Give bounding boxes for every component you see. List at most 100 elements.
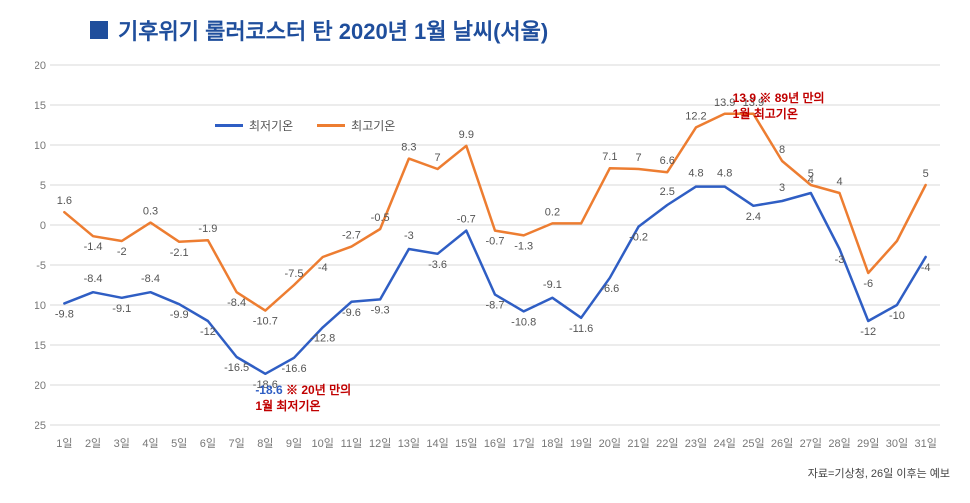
svg-text:-3: -3 <box>835 254 845 266</box>
svg-text:12일: 12일 <box>369 436 391 450</box>
svg-text:-12.8: -12.8 <box>310 332 335 344</box>
svg-text:23일: 23일 <box>685 436 707 450</box>
svg-text:-20: -20 <box>35 380 46 392</box>
legend-item-high: 최고기온 <box>317 117 395 134</box>
svg-text:12.2: 12.2 <box>685 110 706 122</box>
svg-text:15일: 15일 <box>455 436 477 450</box>
legend-swatch-high <box>317 124 345 127</box>
svg-text:21일: 21일 <box>627 436 649 450</box>
svg-text:9.9: 9.9 <box>459 129 474 141</box>
svg-text:-2.7: -2.7 <box>342 230 361 242</box>
chart-legend: 최저기온 최고기온 <box>215 117 395 134</box>
svg-text:2.4: 2.4 <box>746 211 761 223</box>
svg-text:-8.4: -8.4 <box>84 273 103 285</box>
svg-text:-9.6: -9.6 <box>342 307 361 319</box>
svg-text:0: 0 <box>40 220 46 232</box>
svg-text:15: 15 <box>35 100 46 112</box>
svg-text:-0.7: -0.7 <box>457 214 476 226</box>
svg-text:9일: 9일 <box>286 436 302 450</box>
chart-title: 기후위기 롤러코스터 탄 2020년 1월 날씨(서울) <box>118 14 548 46</box>
svg-text:-2: -2 <box>117 246 127 258</box>
svg-text:8.3: 8.3 <box>401 142 416 154</box>
svg-text:-10.7: -10.7 <box>253 316 278 328</box>
annotation-high-value: 13.9 <box>733 91 756 105</box>
svg-text:4.8: 4.8 <box>688 168 703 180</box>
svg-text:4.8: 4.8 <box>717 168 732 180</box>
svg-text:10: 10 <box>35 140 46 152</box>
svg-text:28일: 28일 <box>828 436 850 450</box>
svg-text:-12: -12 <box>200 326 216 338</box>
svg-text:25일: 25일 <box>742 436 764 450</box>
svg-text:-10.8: -10.8 <box>511 316 536 328</box>
svg-text:-11.6: -11.6 <box>569 323 593 335</box>
svg-text:5: 5 <box>808 168 814 180</box>
svg-text:-8.4: -8.4 <box>141 273 160 285</box>
svg-text:-6.6: -6.6 <box>600 283 619 295</box>
svg-text:-15: -15 <box>35 340 46 352</box>
svg-text:5: 5 <box>923 168 929 180</box>
svg-text:7일: 7일 <box>228 436 244 450</box>
svg-text:8일: 8일 <box>257 436 273 450</box>
svg-text:-9.8: -9.8 <box>55 308 74 320</box>
legend-label-high: 최고기온 <box>351 117 395 134</box>
annotation-low-value: -18.6 <box>255 383 282 397</box>
title-bullet-square <box>90 21 108 39</box>
annotation-high-marker: ※ <box>759 91 771 105</box>
svg-text:30일: 30일 <box>886 436 908 450</box>
svg-text:1.6: 1.6 <box>57 195 72 207</box>
svg-text:-8.4: -8.4 <box>227 297 246 309</box>
svg-text:26일: 26일 <box>771 436 793 450</box>
svg-text:27일: 27일 <box>800 436 822 450</box>
svg-text:29일: 29일 <box>857 436 879 450</box>
svg-text:-2.1: -2.1 <box>170 247 189 259</box>
source-note: 자료=기상청, 26일 이후는 예보 <box>808 465 950 481</box>
svg-text:-16.5: -16.5 <box>224 362 249 374</box>
chart-title-row: 기후위기 롤러코스터 탄 2020년 1월 날씨(서울) <box>90 14 548 46</box>
svg-text:-10: -10 <box>889 310 905 322</box>
svg-text:2일: 2일 <box>85 436 101 450</box>
svg-text:-10: -10 <box>35 300 46 312</box>
svg-text:-16.6: -16.6 <box>281 363 306 375</box>
svg-text:-1.4: -1.4 <box>84 241 103 253</box>
annotation-low-record: -18.6 ※ 20년 만의1월 최저기온 <box>255 382 351 414</box>
svg-text:1일: 1일 <box>56 436 72 450</box>
svg-text:18일: 18일 <box>541 436 563 450</box>
svg-text:-1.9: -1.9 <box>198 223 217 235</box>
svg-text:-4: -4 <box>318 262 328 274</box>
svg-text:5일: 5일 <box>171 436 187 450</box>
svg-text:13일: 13일 <box>398 436 420 450</box>
svg-text:7: 7 <box>435 152 441 164</box>
svg-text:3일: 3일 <box>114 436 130 450</box>
svg-text:7: 7 <box>635 152 641 164</box>
svg-text:-4: -4 <box>921 262 931 274</box>
svg-text:7.1: 7.1 <box>602 151 617 163</box>
svg-text:19일: 19일 <box>570 436 592 450</box>
svg-text:22일: 22일 <box>656 436 678 450</box>
svg-text:31일: 31일 <box>914 436 936 450</box>
svg-text:16일: 16일 <box>484 436 506 450</box>
svg-text:0.3: 0.3 <box>143 206 158 218</box>
legend-item-low: 최저기온 <box>215 117 293 134</box>
svg-text:20일: 20일 <box>599 436 621 450</box>
svg-text:-1.3: -1.3 <box>514 240 533 252</box>
svg-text:-9.3: -9.3 <box>371 304 390 316</box>
svg-text:11일: 11일 <box>341 436 363 450</box>
svg-text:10일: 10일 <box>312 436 334 450</box>
svg-text:3: 3 <box>779 182 785 194</box>
svg-text:-5: -5 <box>36 260 46 272</box>
svg-text:2.5: 2.5 <box>660 186 675 198</box>
svg-text:24일: 24일 <box>713 436 735 450</box>
svg-text:-25: -25 <box>35 420 46 432</box>
svg-text:14일: 14일 <box>426 436 448 450</box>
svg-text:-0.5: -0.5 <box>371 212 390 224</box>
svg-text:-7.5: -7.5 <box>285 268 304 280</box>
legend-swatch-low <box>215 124 243 127</box>
svg-text:4: 4 <box>836 176 842 188</box>
svg-text:-8.7: -8.7 <box>486 300 505 312</box>
svg-text:-3.6: -3.6 <box>428 259 447 271</box>
svg-text:17일: 17일 <box>513 436 535 450</box>
svg-text:5: 5 <box>40 180 46 192</box>
svg-text:-9.9: -9.9 <box>170 309 189 321</box>
svg-text:6일: 6일 <box>200 436 216 450</box>
annotation-high-record: 13.9 ※ 89년 만의1월 최고기온 <box>733 90 825 122</box>
